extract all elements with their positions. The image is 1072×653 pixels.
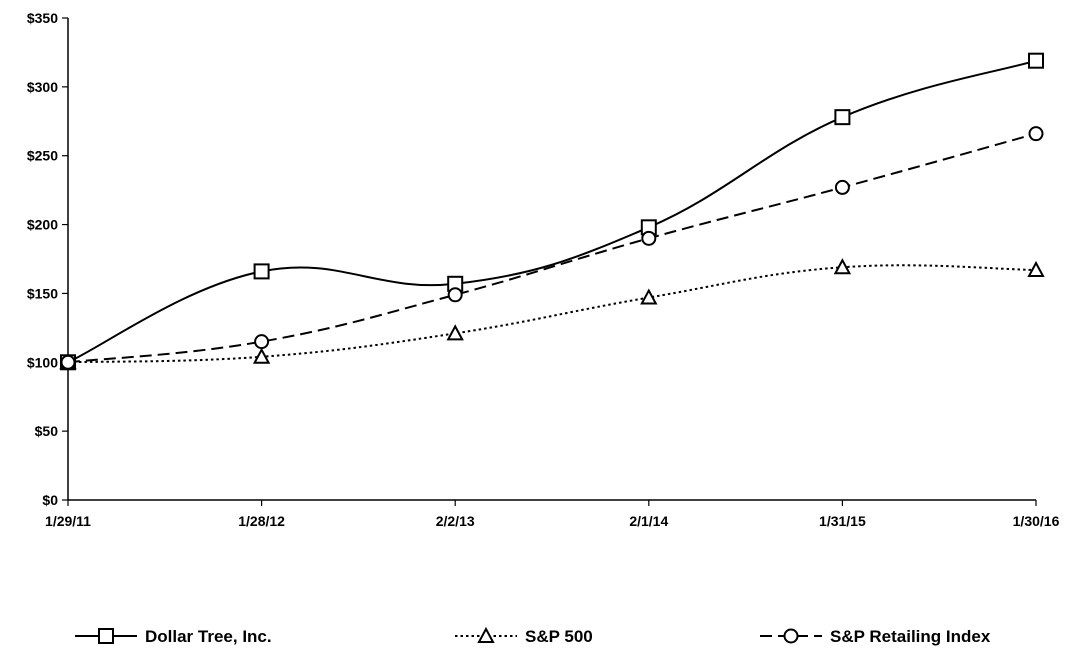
- y-tick-label: $350: [27, 10, 58, 26]
- series-2: [59, 258, 1045, 370]
- legend-item: S&P 500: [455, 626, 593, 646]
- data-point: [446, 324, 464, 341]
- x-tick-label: 2/1/14: [629, 513, 668, 529]
- x-tick-label: 2/2/13: [436, 513, 475, 529]
- data-point: [833, 258, 852, 275]
- legend-marker: [783, 628, 799, 644]
- y-tick-label: $200: [27, 217, 58, 233]
- chart-legend: Dollar Tree, Inc. S&P 500 S&P Retailing In…: [75, 626, 991, 646]
- data-point: [641, 230, 657, 246]
- legend-item: S&P Retailing Index: [760, 627, 991, 646]
- x-tick-label: 1/29/11: [45, 513, 91, 529]
- data-point: [640, 288, 658, 305]
- x-tick-label: 1/28/12: [238, 513, 285, 529]
- x-tick-label: 1/31/15: [819, 513, 866, 529]
- legend-marker: [98, 628, 114, 644]
- data-point: [254, 334, 270, 350]
- data-point: [1027, 260, 1045, 278]
- data-point: [834, 109, 851, 126]
- y-tick-label: $300: [27, 79, 58, 95]
- data-point: [60, 354, 76, 370]
- y-tick-label: $250: [27, 148, 58, 164]
- data-point: [1028, 126, 1044, 142]
- data-point: [447, 287, 463, 303]
- series-layer: [59, 52, 1045, 371]
- legend-marker: [477, 626, 495, 643]
- data-point: [1028, 52, 1044, 69]
- chart-axes: $0 $50 $100 $150 $200 $250 $300 $350 1/29/11 1/28…: [27, 10, 1060, 529]
- series-1: [60, 52, 1044, 371]
- legend-label: S&P 500: [525, 627, 593, 646]
- legend-item: Dollar Tree, Inc.: [75, 627, 272, 646]
- legend-label: Dollar Tree, Inc.: [145, 627, 272, 646]
- legend-label: S&P Retailing Index: [830, 627, 991, 646]
- y-tick-label: $150: [27, 285, 58, 301]
- data-point: [253, 263, 270, 280]
- data-point: [252, 347, 271, 364]
- series-line: [67, 132, 1037, 364]
- data-point: [834, 179, 850, 195]
- y-tick-label: $0: [42, 492, 58, 508]
- series-line: [67, 59, 1037, 364]
- y-tick-label: $50: [35, 423, 59, 439]
- series-line: [67, 264, 1037, 364]
- x-tick-label: 1/30/16: [1013, 513, 1060, 529]
- series-3: [60, 126, 1044, 370]
- y-tick-label: $100: [27, 354, 58, 370]
